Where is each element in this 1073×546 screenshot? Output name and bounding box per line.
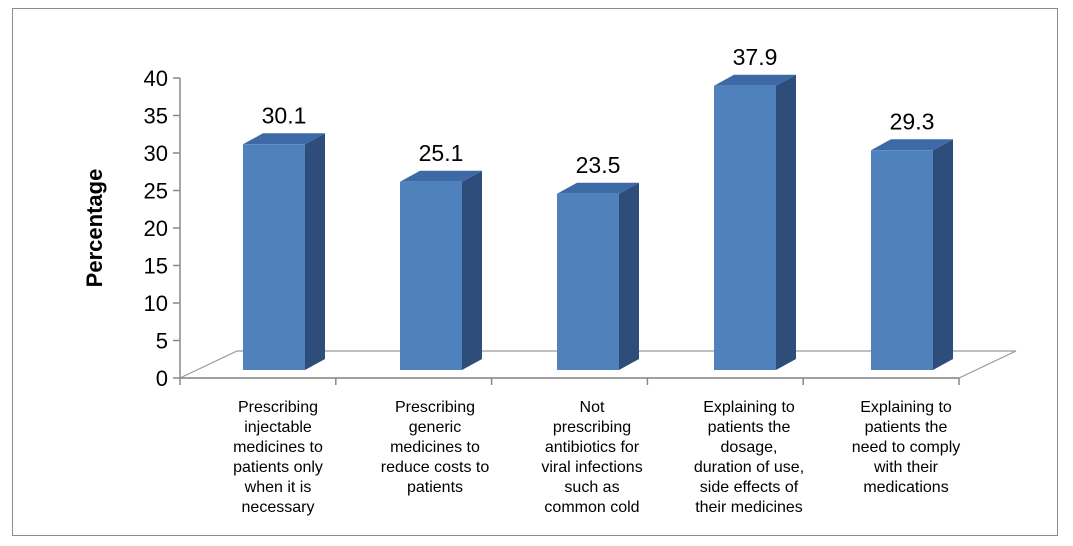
bar-side xyxy=(462,170,482,370)
x-tick-label: Explaining to patients the need to comply w… xyxy=(852,399,961,496)
y-tick-label: 5 xyxy=(156,329,168,354)
bar-side xyxy=(619,182,639,370)
y-tick-label: 30 xyxy=(144,141,168,166)
y-tick-label: 15 xyxy=(144,254,168,279)
y-tick-label: 10 xyxy=(144,291,168,316)
bar-top xyxy=(400,170,482,182)
y-tick-label: 40 xyxy=(144,66,168,91)
data-label: 37.9 xyxy=(733,44,778,70)
chart-labels: Percentage 30.1 Prescribing injectable medic… xyxy=(82,44,960,516)
x-tick-label: Prescribing generic medicines to reduce cos… xyxy=(381,399,490,496)
bar-front xyxy=(714,85,776,370)
y-tick-label: 35 xyxy=(144,104,168,129)
bar-side xyxy=(776,74,796,370)
bar-front xyxy=(871,150,933,370)
bar-front xyxy=(557,193,619,370)
bar xyxy=(400,170,482,370)
data-label: 30.1 xyxy=(262,102,307,128)
bar-top xyxy=(243,133,325,145)
data-label: 23.5 xyxy=(576,152,621,178)
bar-top xyxy=(714,74,796,86)
data-label: 29.3 xyxy=(890,108,935,134)
y-tick-label: 0 xyxy=(156,366,168,391)
data-label: 25.1 xyxy=(419,140,464,166)
y-tick-label: 25 xyxy=(144,179,168,204)
bar xyxy=(557,182,639,370)
x-tick-label: Prescribing injectable medicines to patient… xyxy=(233,399,323,516)
x-tick-label: Not prescribing antibiotics for viral infec… xyxy=(541,399,642,516)
bar-front xyxy=(243,144,305,370)
y-axis-label: Percentage xyxy=(82,169,107,288)
bar-top xyxy=(557,182,639,194)
bar-side xyxy=(305,133,325,370)
x-tick-label: Explaining to patients the dosage, duration… xyxy=(694,399,804,516)
bar-side xyxy=(933,139,953,370)
bar-front xyxy=(400,181,462,370)
bar-top xyxy=(871,139,953,151)
y-tick-label: 20 xyxy=(144,216,168,241)
bar xyxy=(714,74,796,370)
bar-series xyxy=(243,74,953,370)
bar xyxy=(243,133,325,370)
bar xyxy=(871,139,953,370)
